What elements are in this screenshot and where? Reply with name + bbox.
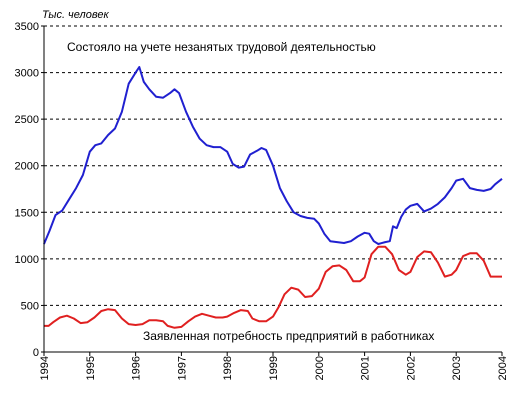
y-axis-ticks: 0 500 1000 1500 2000 2500 3000 3500 [15,21,44,359]
series-lines [43,66,503,329]
x-tick-label-1996: 1996 [131,356,143,380]
y-tick-label-3500: 3500 [15,21,39,33]
annotation-enterprise-demand: Заявленная потребность предприятий в раб… [143,329,434,343]
x-tick-label-1997: 1997 [176,356,188,380]
x-tick-label-1998: 1998 [222,356,234,380]
x-tick-label-1999: 1999 [268,356,280,380]
y-tick-label-2500: 2500 [15,114,39,126]
y-tick-label-3000: 3000 [15,68,39,80]
series-line-0 [43,66,503,245]
y-tick-label-2000: 2000 [15,161,39,173]
x-tick-label-2003: 2003 [451,356,463,380]
x-tick-label-2001: 2001 [360,356,372,380]
x-tick-label-2004: 2004 [497,356,509,380]
y-axis-unit-label: Тыс. человек [42,9,109,21]
y-tick-label-500: 500 [21,300,39,312]
x-tick-label-1994: 1994 [39,356,51,380]
x-axis-ticks: 1994 1995 1996 1997 1998 1999 2000 2001 2002 2003… [39,352,509,380]
y-tick-label-0: 0 [33,347,39,359]
series-line-1 [44,245,502,329]
x-tick-label-1995: 1995 [85,356,97,380]
y-tick-label-1000: 1000 [15,254,39,266]
x-tick-label-2000: 2000 [314,356,326,380]
x-tick-label-2002: 2002 [405,356,417,380]
y-tick-label-1500: 1500 [15,207,39,219]
annotation-registered-unemployed: Состояло на учете незанятых трудовой дея… [67,40,376,54]
axes [43,26,502,353]
